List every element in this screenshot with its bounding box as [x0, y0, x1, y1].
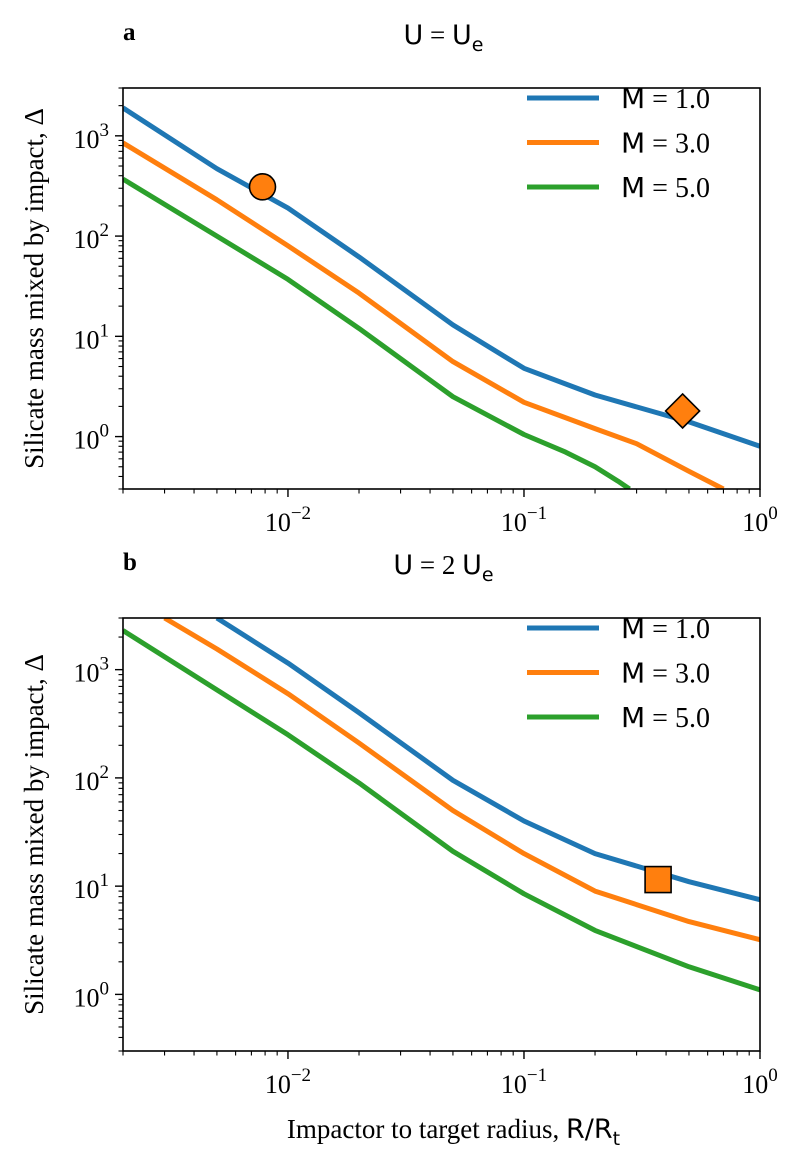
tick-exponent: −1 [527, 503, 547, 524]
legend-label: M = 1.0 [621, 612, 710, 645]
title-equals: = [423, 20, 452, 50]
tick-base: 10 [74, 225, 100, 254]
series-line-3 [123, 176, 631, 489]
y-tick-label: 102 [74, 220, 110, 254]
legend-label: M = 5.0 [621, 171, 710, 204]
legend-value: = 1.0 [645, 614, 710, 645]
tick-exponent: 3 [100, 120, 110, 141]
y-axis-label: Silicate mass mixed by impact, Δ [19, 654, 49, 1015]
title-symbol: U [462, 550, 482, 581]
series-line-2 [123, 140, 725, 489]
legend-value: = 1.0 [645, 84, 710, 115]
legend-label: M = 3.0 [621, 657, 710, 690]
square-marker [644, 865, 672, 894]
legend-symbol: M [621, 127, 645, 160]
legend: M = 1.0M = 3.0M = 5.0 [527, 612, 710, 734]
y-tick-label: 103 [74, 654, 110, 688]
tick-base: 10 [742, 1070, 768, 1099]
panel-title: U = 2 Ue [393, 550, 493, 586]
x-tick-label: 100 [742, 503, 778, 537]
diamond-marker [664, 392, 701, 430]
legend-symbol: M [621, 171, 645, 204]
series-line-3 [123, 628, 760, 993]
panel-letter: b [123, 549, 137, 576]
legend-label: M = 1.0 [621, 82, 710, 115]
tick-exponent: 0 [100, 421, 110, 442]
title-subscript: e [482, 564, 494, 586]
tick-exponent: 0 [768, 1065, 778, 1086]
tick-exponent: 0 [100, 978, 110, 999]
tick-base: 10 [265, 1070, 291, 1099]
title-coefficient: 2 [442, 550, 462, 580]
legend-value: = 3.0 [645, 659, 710, 690]
y-tick-label: 100 [74, 978, 110, 1012]
x-tick-label: 100 [742, 1065, 778, 1099]
y-axis-label: Silicate mass mixed by impact, Δ [19, 108, 49, 469]
tick-base: 10 [74, 426, 100, 455]
x-tick-label: 10−1 [501, 503, 547, 537]
circle-marker [248, 173, 277, 201]
tick-base: 10 [742, 508, 768, 537]
title-symbol: U [404, 20, 424, 51]
x-axis-label-math: R [594, 1114, 613, 1145]
legend-symbol: M [621, 701, 645, 734]
tick-base: 10 [501, 1070, 527, 1099]
legend: M = 1.0M = 3.0M = 5.0 [527, 82, 710, 204]
tick-exponent: 0 [768, 503, 778, 524]
tick-base: 10 [265, 508, 291, 537]
tick-base: 10 [74, 767, 100, 796]
y-tick-label: 103 [74, 120, 110, 154]
x-axis-label: Impactor to target radius, R/Rt [287, 1114, 620, 1150]
legend-symbol: M [621, 657, 645, 690]
tick-exponent: 1 [100, 870, 110, 891]
tick-exponent: 1 [100, 320, 110, 341]
x-axis-label-text: Impactor to target radius, [287, 1114, 566, 1144]
legend-label: M = 3.0 [621, 127, 710, 160]
x-axis-label-math: / [585, 1114, 595, 1145]
series-line-1 [123, 105, 760, 449]
title-symbol: U [393, 550, 413, 581]
panel-title: U = Ue [404, 20, 484, 56]
x-axis-label-math: R [566, 1114, 585, 1145]
legend-value: = 3.0 [645, 129, 710, 160]
legend-symbol: M [621, 612, 645, 645]
tick-base: 10 [74, 659, 100, 688]
title-symbol: U [452, 20, 472, 51]
title-subscript: e [472, 34, 484, 56]
y-tick-label: 101 [74, 870, 110, 904]
tick-exponent: 2 [100, 762, 110, 783]
y-tick-label: 100 [74, 421, 110, 455]
legend-label: M = 5.0 [621, 701, 710, 734]
tick-base: 10 [501, 508, 527, 537]
tick-exponent: −1 [527, 1065, 547, 1086]
x-tick-label: 10−1 [501, 1065, 547, 1099]
series-line-1 [215, 618, 760, 903]
tick-base: 10 [74, 125, 100, 154]
series-line-2 [163, 618, 760, 943]
y-tick-label: 102 [74, 762, 110, 796]
tick-exponent: 2 [100, 220, 110, 241]
tick-exponent: −2 [291, 1065, 311, 1086]
panel-letter: a [123, 19, 136, 46]
x-tick-label: 10−2 [265, 503, 311, 537]
legend-value: = 5.0 [645, 173, 710, 204]
tick-base: 10 [74, 875, 100, 904]
tick-exponent: 3 [100, 654, 110, 675]
title-equals: = [413, 550, 442, 580]
legend-value: = 5.0 [645, 703, 710, 734]
tick-base: 10 [74, 325, 100, 354]
x-tick-label: 10−2 [265, 1065, 311, 1099]
legend-symbol: M [621, 82, 645, 115]
tick-exponent: −2 [291, 503, 311, 524]
x-axis-label-subscript: t [613, 1128, 620, 1150]
y-tick-label: 101 [74, 320, 110, 354]
tick-base: 10 [74, 983, 100, 1012]
